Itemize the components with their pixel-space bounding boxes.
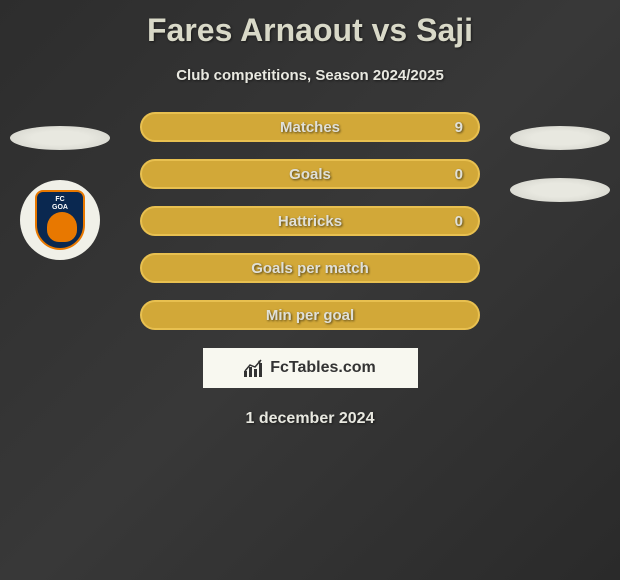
stat-bar: Hattricks 0 xyxy=(140,206,480,236)
page-title: Fares Arnaout vs Saji xyxy=(0,0,620,49)
watermark-text: FcTables.com xyxy=(270,359,376,377)
chart-icon xyxy=(244,359,264,377)
stat-label: Goals xyxy=(289,166,331,183)
stat-row-goals: Goals 0 xyxy=(0,159,620,189)
stat-value: 9 xyxy=(455,119,463,136)
stat-row-matches: Matches 9 xyxy=(0,112,620,142)
date-text: 1 december 2024 xyxy=(0,410,620,428)
stat-bar: Matches 9 xyxy=(140,112,480,142)
stat-value: 0 xyxy=(455,213,463,230)
stat-value: 0 xyxy=(455,166,463,183)
stat-label: Hattricks xyxy=(278,213,342,230)
stat-row-min-per-goal: Min per goal xyxy=(0,300,620,330)
stats-container: Matches 9 Goals 0 Hattricks 0 Goals per … xyxy=(0,112,620,330)
stat-label: Matches xyxy=(280,119,340,136)
stat-bar: Goals 0 xyxy=(140,159,480,189)
stat-bar: Min per goal xyxy=(140,300,480,330)
subtitle: Club competitions, Season 2024/2025 xyxy=(0,67,620,84)
stat-row-goals-per-match: Goals per match xyxy=(0,253,620,283)
watermark-box: FcTables.com xyxy=(203,348,418,388)
stat-label: Min per goal xyxy=(266,307,354,324)
stat-row-hattricks: Hattricks 0 xyxy=(0,206,620,236)
stat-label: Goals per match xyxy=(251,260,369,277)
stat-bar: Goals per match xyxy=(140,253,480,283)
